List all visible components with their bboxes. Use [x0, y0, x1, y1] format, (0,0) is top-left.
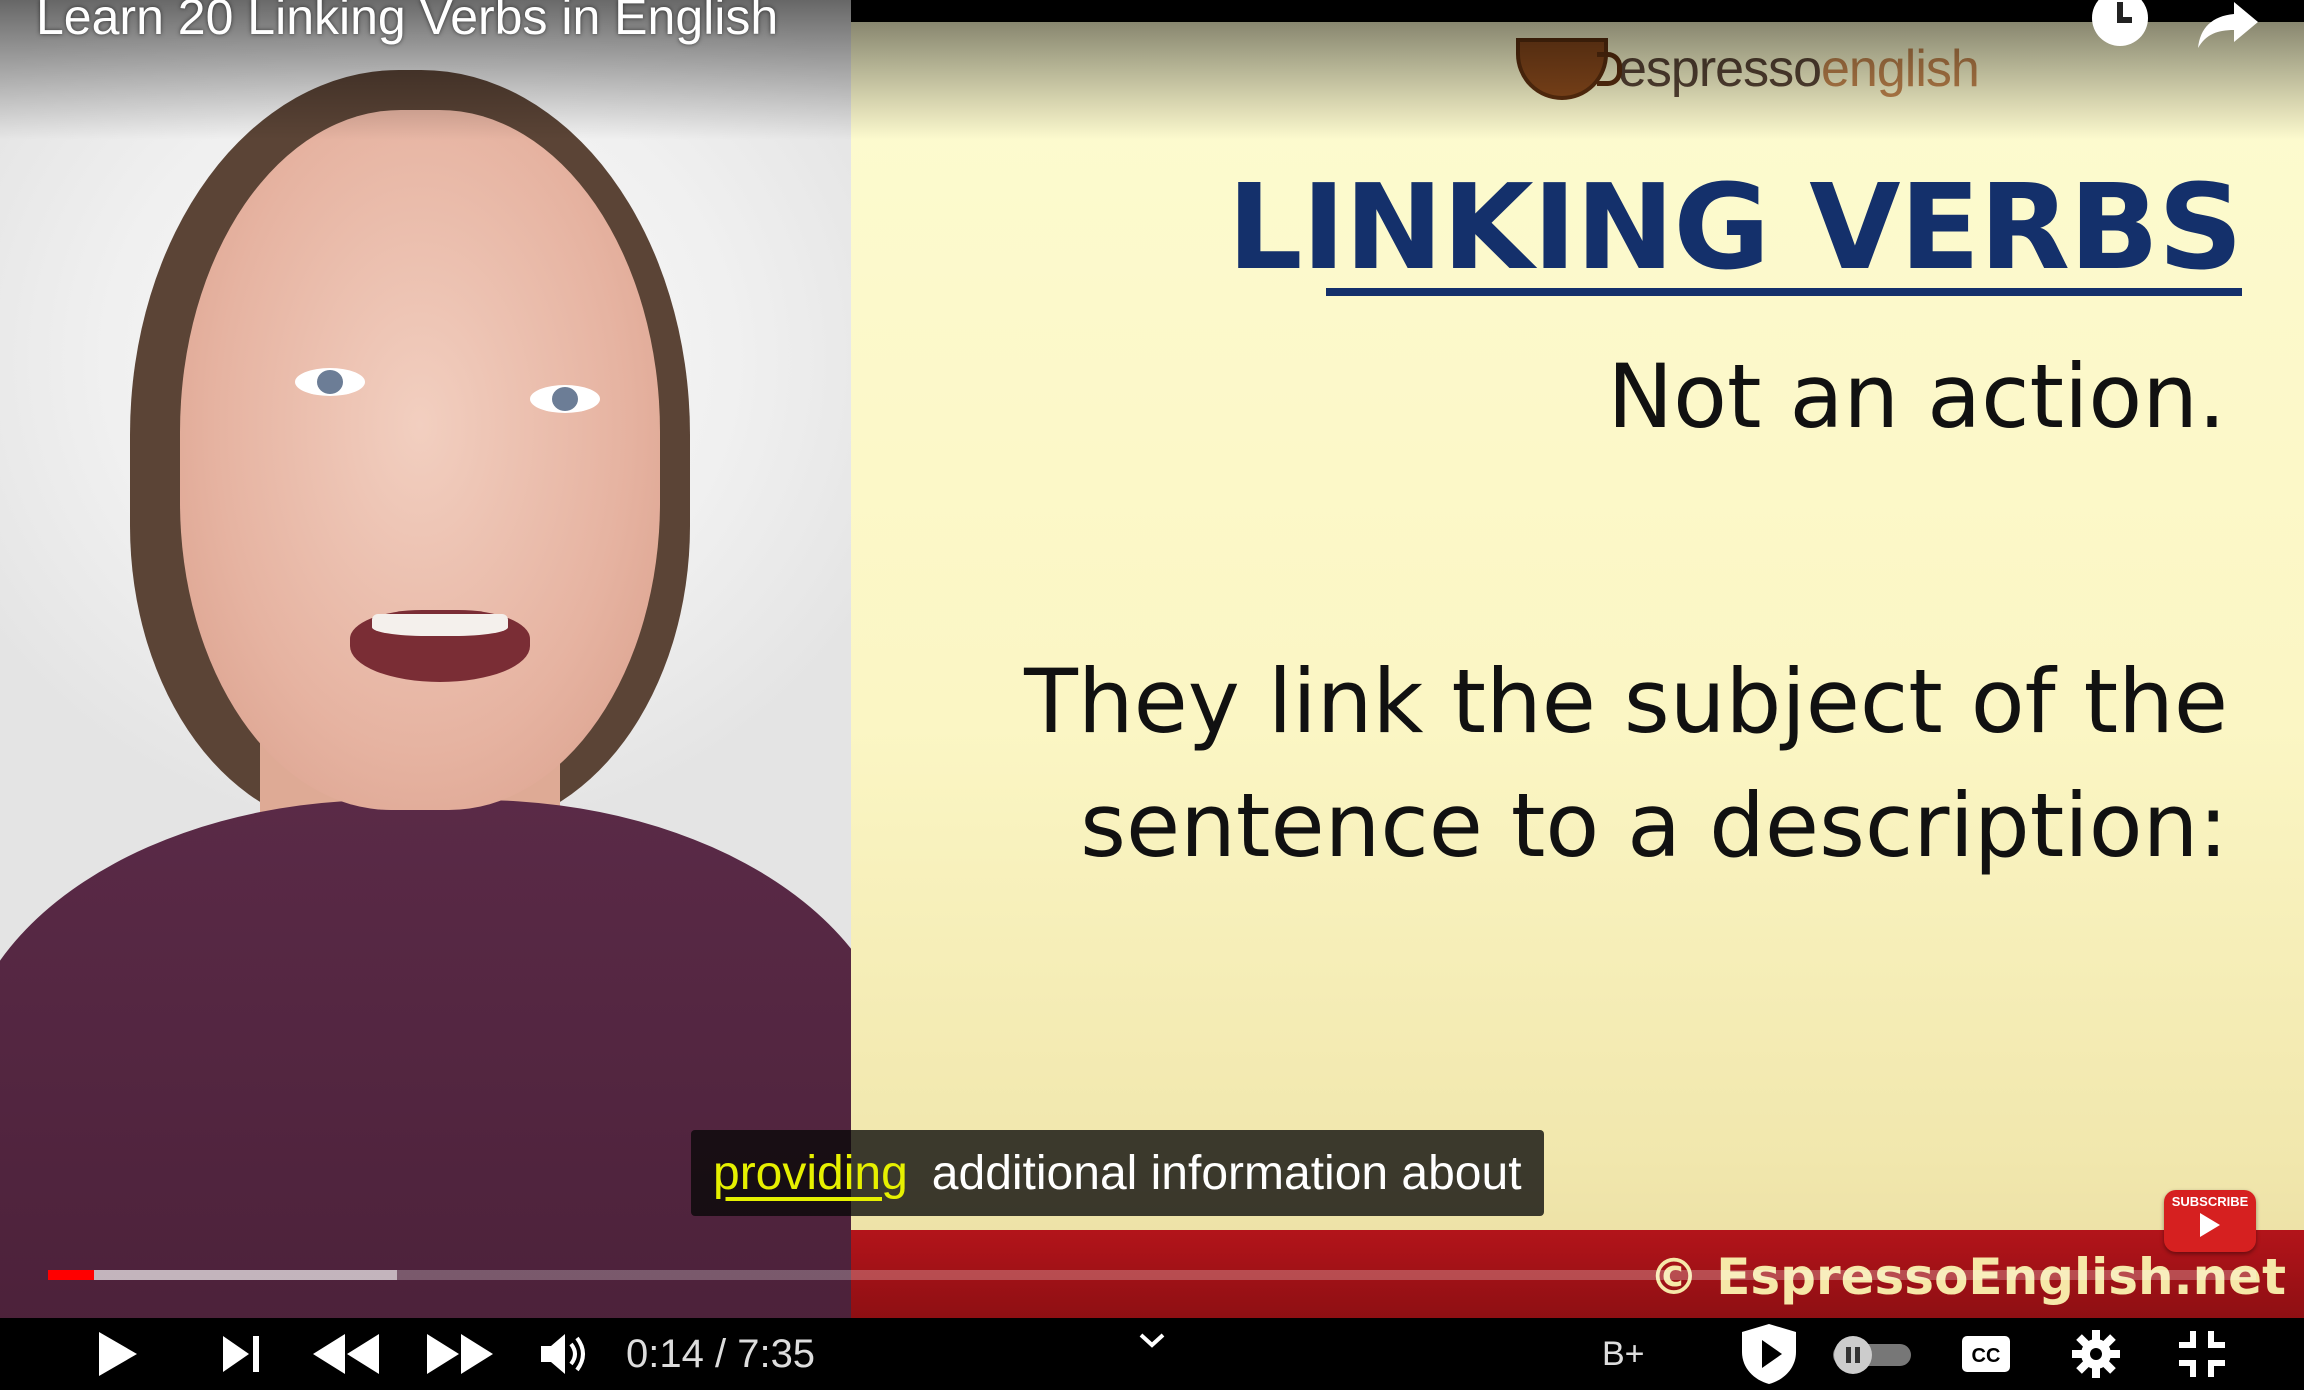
slide-description: They link the subject of the sentence to… [1024, 640, 2228, 888]
fast-forward-button[interactable] [420, 1318, 500, 1390]
slide-footer-band [851, 1230, 2304, 1318]
duration: 7:35 [737, 1332, 816, 1376]
control-bar: 0:14 / 7:35 B+ CC [0, 1318, 2304, 1390]
presenter-face [180, 110, 660, 810]
presenter-right-eye [530, 385, 600, 413]
svg-text:CC: CC [1972, 1345, 2001, 1367]
clock-icon [2092, 0, 2148, 46]
slide-description-line-1: They link the subject of the [1024, 650, 2228, 753]
share-icon [2198, 2, 2258, 48]
watch-later-button[interactable] [2088, 0, 2152, 52]
video-title[interactable]: Learn 20 Linking Verbs in English [36, 0, 779, 45]
autoplay-toggle-icon [1833, 1336, 1911, 1374]
subscribe-label: SUBSCRIBE [2171, 1194, 2249, 1209]
slide-line-not-an-action: Not an action. [1607, 345, 2226, 448]
next-icon [223, 1336, 259, 1372]
progress-buffered [48, 1270, 397, 1280]
shield-play-icon [1742, 1324, 1796, 1384]
exit-fullscreen-button[interactable] [2170, 1318, 2234, 1390]
chapters-chevron[interactable] [1136, 1304, 1168, 1376]
time-separator: / [703, 1332, 738, 1376]
caption-highlighted-word[interactable]: providing [713, 1146, 908, 1200]
slide-copyright: © EspressoEnglish.net [1648, 1248, 2286, 1306]
exit-fullscreen-icon [2179, 1331, 2225, 1377]
captions-icon: CC [1962, 1336, 2010, 1372]
settings-button[interactable] [2066, 1318, 2126, 1390]
volume-icon [541, 1334, 585, 1374]
caption-box: providing additional information about [691, 1130, 1544, 1216]
presenter-video-region [0, 0, 851, 1318]
current-time: 0:14 [626, 1332, 704, 1376]
autoplay-toggle[interactable] [1830, 1318, 1914, 1390]
video-frame[interactable]: espressoenglish LINKING VERBS Not an act… [0, 0, 2304, 1318]
title-gradient [0, 0, 2304, 140]
caption-text: additional information about [931, 1146, 1522, 1200]
fast-forward-icon [427, 1334, 493, 1374]
progress-played [48, 1270, 95, 1280]
slide-description-line-2: sentence to a description: [1080, 774, 2228, 877]
lesson-slide: espressoenglish LINKING VERBS Not an act… [851, 0, 2304, 1318]
share-button[interactable] [2196, 0, 2260, 52]
play-button[interactable] [84, 1318, 150, 1390]
next-button[interactable] [208, 1318, 274, 1390]
slide-heading-underline [1326, 288, 2242, 296]
presenter-left-eye [295, 368, 365, 396]
presenter-mouth [350, 610, 530, 682]
rewind-button[interactable] [306, 1318, 386, 1390]
presenter-sweater [0, 800, 851, 1318]
mute-button[interactable] [534, 1318, 594, 1390]
subscribe-play-icon [2200, 1213, 2220, 1237]
settings-icon [2072, 1330, 2120, 1378]
time-display: 0:14 / 7:35 [626, 1318, 815, 1390]
chevron-down-icon [1139, 1333, 1165, 1348]
rewind-icon [313, 1334, 379, 1374]
subscribe-watermark[interactable]: SUBSCRIBE [2164, 1190, 2256, 1252]
progress-bar[interactable] [48, 1270, 2256, 1280]
slide-heading: LINKING VERBS [1227, 158, 2243, 296]
extension-button[interactable]: B+ [1602, 1335, 1645, 1373]
play-icon [99, 1332, 137, 1376]
captions-button[interactable]: CC [1956, 1318, 2016, 1390]
shield-play-button[interactable] [1734, 1318, 1804, 1390]
